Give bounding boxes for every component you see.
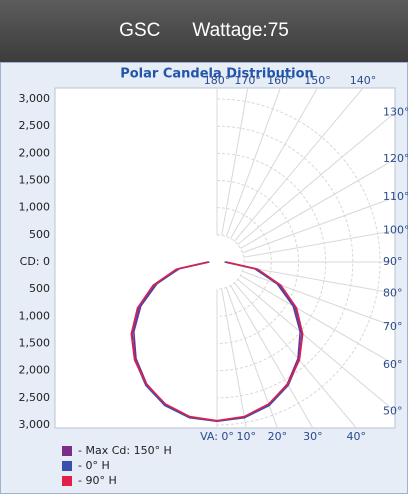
- r-tick-label: 2,000: [19, 364, 51, 377]
- grid-radial: [225, 88, 281, 237]
- product-name: GSC: [119, 20, 161, 41]
- angle-tick-label: 150°: [304, 74, 331, 87]
- angle-tick-label: 100°: [383, 224, 408, 237]
- grid-circle: [216, 125, 354, 399]
- grid-radial: [221, 88, 249, 236]
- angle-tick-label: 120°: [383, 152, 408, 165]
- grid-radial: [242, 196, 395, 254]
- grid-radial: [230, 88, 318, 239]
- legend-label: - 90° H: [78, 474, 117, 487]
- grid-radial: [243, 266, 395, 294]
- angle-tick-label: 180°: [204, 74, 231, 87]
- angle-tick-label: 110°: [383, 190, 408, 203]
- r-tick-label: 1,500: [19, 337, 51, 350]
- legend-label: - 0° H: [78, 459, 110, 472]
- plot-area: [54, 87, 396, 429]
- angle-tick-label: 20°: [268, 430, 288, 443]
- legend-swatch: [62, 461, 72, 471]
- legend-swatch: [62, 476, 72, 486]
- angle-tick-label: 140°: [350, 74, 377, 87]
- angle-tick-label: 70°: [383, 320, 403, 333]
- r-tick-label: CD: 0: [20, 255, 50, 268]
- chart: Polar Candela Distribution - Max Cd: 150…: [0, 62, 408, 494]
- grid-radial: [234, 88, 364, 242]
- r-tick-label: 2,500: [19, 119, 51, 132]
- r-tick-label: 3,000: [19, 418, 51, 431]
- angle-tick-label: VA: 0°: [200, 430, 234, 443]
- r-tick-label: 1,500: [19, 174, 51, 187]
- grid-radial: [234, 282, 357, 428]
- grid-radial: [242, 270, 395, 328]
- r-tick-label: 500: [29, 228, 50, 241]
- grid-radial: [237, 279, 395, 412]
- angle-tick-label: 10°: [237, 430, 257, 443]
- angle-tick-label: 130°: [383, 106, 408, 119]
- angle-tick-label: 50°: [383, 404, 403, 417]
- r-tick-label: 1,000: [19, 309, 51, 322]
- grid-radial: [221, 288, 247, 428]
- r-tick-label: 2,500: [19, 391, 51, 404]
- angle-tick-label: 160°: [267, 74, 294, 87]
- r-tick-label: 1,000: [19, 201, 51, 214]
- angle-tick-label: 80°: [383, 286, 403, 299]
- grid-radial: [230, 285, 314, 428]
- grid-radial: [240, 275, 395, 366]
- angle-tick-label: 30°: [303, 430, 323, 443]
- candela-curve: [216, 261, 304, 422]
- r-tick-label: 500: [29, 282, 50, 295]
- candela-curve: [130, 261, 218, 422]
- angle-tick-label: 60°: [383, 358, 403, 371]
- r-tick-label: 3,000: [19, 92, 51, 105]
- r-tick-label: 2,000: [19, 146, 51, 159]
- legend-swatch: [62, 446, 72, 456]
- wattage: Wattage:75: [192, 20, 289, 41]
- angle-tick-label: 40°: [347, 430, 367, 443]
- grid-radial: [237, 112, 395, 245]
- grid-radial: [240, 158, 395, 249]
- grid-radial: [243, 230, 395, 258]
- header: GSC Wattage:75: [0, 0, 408, 62]
- chart-title: Polar Candela Distribution: [120, 67, 314, 82]
- angle-tick-label: 90°: [383, 255, 403, 268]
- angle-tick-label: 170°: [234, 74, 261, 87]
- legend-label: - Max Cd: 150° H: [78, 444, 172, 457]
